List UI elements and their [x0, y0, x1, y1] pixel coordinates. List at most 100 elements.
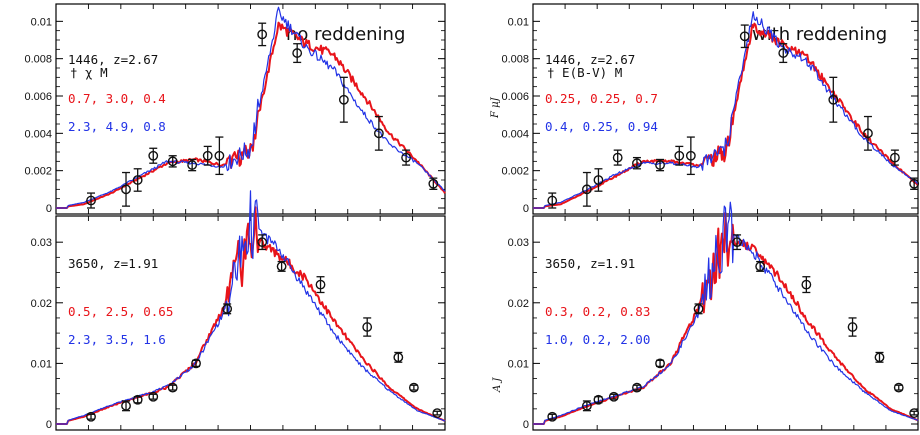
- y-tick-label: 0: [523, 419, 529, 431]
- data-point: [338, 94, 349, 105]
- data-point: [362, 322, 373, 332]
- object-label: 3650, z=1.91: [545, 256, 635, 271]
- data-point: [393, 352, 404, 363]
- data-point: [593, 394, 604, 405]
- data-point: [593, 175, 604, 185]
- blue-model-params: 1.0, 0.2, 2.00: [545, 332, 650, 347]
- data-point: [874, 352, 885, 363]
- object-label: 3650, z=1.91: [68, 256, 158, 271]
- y-tick-label: 0: [523, 203, 529, 215]
- data-point: [167, 382, 178, 393]
- data-point: [401, 152, 411, 163]
- data-point: [909, 408, 920, 418]
- model-blue-spectrum: [56, 190, 446, 425]
- data-point: [608, 391, 619, 402]
- y-tick-label: 0.03: [508, 237, 529, 249]
- data-point: [890, 152, 900, 163]
- data-point: [674, 150, 685, 161]
- red-model-params: 0.5, 2.5, 0.65: [68, 304, 173, 319]
- data-point: [191, 358, 201, 369]
- y-tick-label: 0.02: [508, 298, 529, 310]
- data-point: [685, 150, 696, 161]
- data-point: [167, 156, 178, 167]
- data-point: [408, 382, 419, 393]
- data-point: [801, 279, 812, 290]
- data-point: [632, 382, 642, 393]
- right-ylabel-top: F μJ: [490, 96, 501, 119]
- data-point: [121, 184, 131, 195]
- object-label: 1446, z=2.67: [545, 52, 635, 67]
- y-tick-label: 0.006: [24, 91, 52, 103]
- y-tick-label: 0.03: [31, 237, 52, 249]
- blue-model-params: 2.3, 3.5, 1.6: [68, 332, 166, 347]
- y-tick-label: 0.01: [31, 16, 52, 28]
- blue-model-params: 0.4, 0.25, 0.94: [545, 119, 658, 134]
- data-point: [847, 322, 858, 332]
- data-point: [778, 48, 789, 58]
- object-label: 1446, z=2.67: [68, 52, 158, 67]
- data-point: [828, 94, 839, 105]
- y-tick-label: 0.02: [31, 298, 52, 310]
- y-tick-label: 0.002: [24, 166, 52, 178]
- y-tick-label: 0.006: [501, 91, 529, 103]
- data-point: [655, 160, 665, 170]
- y-tick-label: 0: [46, 419, 52, 431]
- data-point: [632, 158, 642, 169]
- data-point: [148, 150, 159, 161]
- data-point: [428, 178, 439, 189]
- data-point: [132, 175, 143, 185]
- y-tick-label: 0.01: [508, 358, 529, 370]
- data-point: [257, 237, 268, 248]
- data-point: [373, 128, 384, 139]
- data-point: [315, 279, 326, 290]
- data-point: [214, 150, 225, 161]
- y-tick-label: 0.01: [31, 358, 52, 370]
- param-header: † E(B-V) M: [547, 65, 622, 80]
- y-tick-label: 0: [46, 203, 52, 215]
- data-point: [739, 31, 750, 42]
- data-point: [257, 29, 268, 40]
- red-model-params: 0.25, 0.25, 0.7: [545, 91, 658, 106]
- data-point: [755, 261, 766, 272]
- data-point: [86, 411, 96, 422]
- right-heading: with reddening: [752, 24, 887, 45]
- y-tick-label: 0.008: [24, 54, 52, 66]
- data-point: [187, 160, 198, 170]
- data-point: [547, 411, 558, 422]
- y-tick-label: 0.01: [508, 16, 529, 28]
- data-point: [292, 48, 303, 58]
- blue-model-params: 2.3, 4.9, 0.8: [68, 119, 166, 134]
- data-point: [86, 195, 96, 206]
- data-point: [612, 152, 623, 163]
- data-point: [693, 303, 704, 314]
- data-point: [222, 303, 233, 314]
- red-model-params: 0.7, 3.0, 0.4: [68, 91, 166, 106]
- left-heading: no reddening: [286, 24, 405, 45]
- right-ylabel-bottom: A J: [492, 377, 503, 393]
- data-point: [202, 150, 213, 161]
- model-blue-spectrum: [56, 6, 446, 209]
- data-point: [582, 400, 592, 411]
- y-tick-label: 0.004: [501, 128, 529, 140]
- panel-bottom-right-frame: [532, 215, 919, 431]
- data-point: [432, 408, 443, 418]
- data-point: [863, 128, 873, 139]
- data-point: [893, 382, 904, 393]
- y-tick-label: 0.008: [501, 54, 529, 66]
- param-header: † χ M: [70, 65, 108, 80]
- data-point: [909, 178, 920, 189]
- data-point: [655, 358, 665, 369]
- model-red-spectrum: [56, 21, 446, 209]
- data-point: [148, 391, 159, 402]
- y-tick-label: 0.004: [24, 128, 52, 140]
- data-point: [132, 394, 143, 405]
- red-model-params: 0.3, 0.2, 0.83: [545, 304, 650, 319]
- data-point: [121, 400, 131, 411]
- model-blue-spectrum: [533, 201, 919, 425]
- data-point: [582, 184, 592, 195]
- data-point: [732, 237, 742, 248]
- y-tick-label: 0.002: [501, 166, 529, 178]
- data-point: [276, 261, 287, 272]
